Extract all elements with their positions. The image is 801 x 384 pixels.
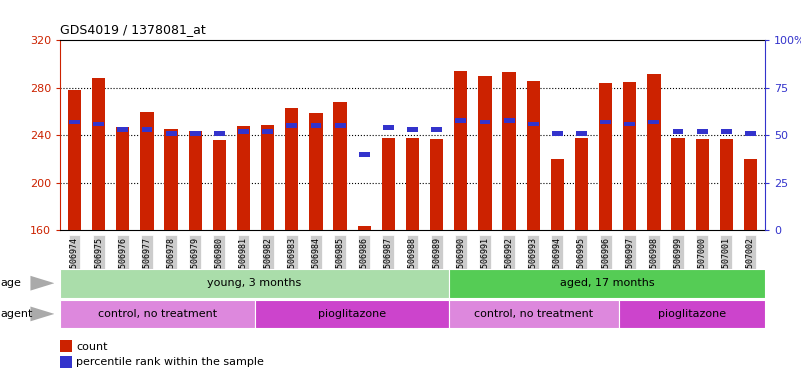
Bar bbox=[671, 138, 685, 230]
Text: agent: agent bbox=[1, 309, 33, 319]
Bar bbox=[504, 118, 514, 122]
Bar bbox=[624, 122, 635, 126]
Text: age: age bbox=[1, 278, 22, 288]
Bar bbox=[382, 138, 395, 230]
Text: control, no treatment: control, no treatment bbox=[474, 309, 594, 319]
Bar bbox=[69, 120, 80, 124]
Bar bbox=[673, 129, 683, 134]
Bar bbox=[188, 131, 202, 230]
Bar bbox=[528, 122, 538, 126]
Bar bbox=[552, 131, 563, 136]
Bar bbox=[430, 139, 443, 230]
Bar bbox=[140, 112, 154, 230]
Bar bbox=[357, 226, 371, 230]
Bar bbox=[93, 122, 104, 126]
Bar bbox=[383, 126, 394, 130]
Text: count: count bbox=[76, 341, 107, 352]
Bar bbox=[335, 124, 345, 128]
Bar bbox=[526, 81, 540, 230]
Text: pioglitazone: pioglitazone bbox=[658, 309, 726, 319]
Bar bbox=[449, 300, 619, 328]
Text: percentile rank within the sample: percentile rank within the sample bbox=[76, 358, 264, 367]
Bar bbox=[60, 300, 255, 328]
Bar bbox=[359, 152, 370, 157]
Bar bbox=[576, 131, 587, 136]
Bar bbox=[454, 71, 468, 230]
Bar bbox=[214, 131, 225, 136]
Bar bbox=[649, 120, 659, 124]
Bar bbox=[407, 127, 418, 132]
Bar bbox=[697, 129, 707, 134]
Bar bbox=[719, 139, 733, 230]
Bar bbox=[164, 129, 178, 230]
Text: pioglitazone: pioglitazone bbox=[318, 309, 386, 319]
Polygon shape bbox=[30, 306, 54, 321]
Bar bbox=[478, 76, 492, 230]
Bar bbox=[238, 129, 249, 134]
Bar bbox=[502, 73, 516, 230]
Bar bbox=[449, 269, 765, 298]
Bar bbox=[619, 300, 765, 328]
Text: young, 3 months: young, 3 months bbox=[207, 278, 302, 288]
Bar bbox=[255, 300, 449, 328]
Bar bbox=[116, 127, 130, 230]
Bar bbox=[623, 82, 637, 230]
Bar bbox=[142, 127, 152, 132]
Bar bbox=[92, 78, 106, 230]
Bar bbox=[166, 131, 176, 136]
Text: GDS4019 / 1378081_at: GDS4019 / 1378081_at bbox=[60, 23, 206, 36]
Bar bbox=[600, 120, 611, 124]
Bar bbox=[311, 124, 321, 128]
Bar bbox=[190, 131, 201, 136]
Bar bbox=[333, 102, 347, 230]
Bar bbox=[406, 138, 419, 230]
Bar bbox=[551, 159, 564, 230]
Bar bbox=[575, 138, 588, 230]
Bar bbox=[455, 118, 466, 122]
Bar bbox=[599, 83, 612, 230]
Bar bbox=[261, 125, 274, 230]
Text: control, no treatment: control, no treatment bbox=[98, 309, 217, 319]
Bar bbox=[695, 139, 709, 230]
Bar bbox=[60, 356, 72, 368]
Bar bbox=[309, 113, 323, 230]
Bar bbox=[480, 120, 490, 124]
Bar bbox=[237, 126, 250, 230]
Bar bbox=[68, 90, 81, 230]
Bar bbox=[60, 269, 449, 298]
Bar bbox=[721, 129, 732, 134]
Polygon shape bbox=[30, 276, 54, 291]
Bar bbox=[745, 131, 756, 136]
Bar bbox=[60, 340, 72, 353]
Bar bbox=[744, 159, 757, 230]
Bar bbox=[213, 140, 226, 230]
Bar bbox=[285, 108, 299, 230]
Bar bbox=[287, 124, 297, 128]
Bar bbox=[647, 74, 661, 230]
Text: aged, 17 months: aged, 17 months bbox=[560, 278, 654, 288]
Bar bbox=[262, 129, 273, 134]
Bar bbox=[431, 127, 442, 132]
Bar bbox=[118, 127, 128, 132]
